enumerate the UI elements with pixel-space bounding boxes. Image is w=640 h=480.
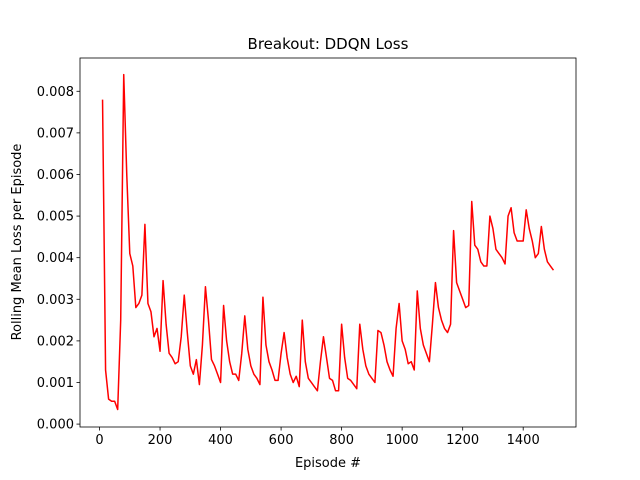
y-tick-label: 0.005	[37, 210, 74, 225]
x-tick-label: 1400	[507, 433, 540, 448]
y-tick-label: 0.006	[37, 168, 74, 183]
x-tick-label: 200	[148, 433, 173, 448]
y-tick-label: 0.008	[37, 85, 74, 100]
x-tick-label: 1000	[386, 433, 419, 448]
y-tick-label: 0.003	[37, 293, 74, 308]
line-series	[101, 73, 555, 411]
y-axis-label: Rolling Mean Loss per Episode	[10, 144, 25, 341]
y-tick-label: 0.004	[37, 251, 74, 266]
y-tick-label: 0.002	[37, 334, 74, 349]
x-tick-label: 800	[329, 433, 354, 448]
y-tick-label: 0.000	[37, 418, 74, 433]
x-axis-label: Episode #	[295, 456, 361, 471]
x-tick-label: 0	[95, 433, 103, 448]
plot-frame	[79, 57, 577, 428]
chart-title: Breakout: DDQN Loss	[248, 35, 409, 53]
x-tick-label: 600	[269, 433, 294, 448]
x-tick-label: 1200	[446, 433, 479, 448]
x-tick-label: 400	[208, 433, 233, 448]
y-tick-label: 0.001	[37, 376, 74, 391]
y-tick-label: 0.007	[37, 126, 74, 141]
